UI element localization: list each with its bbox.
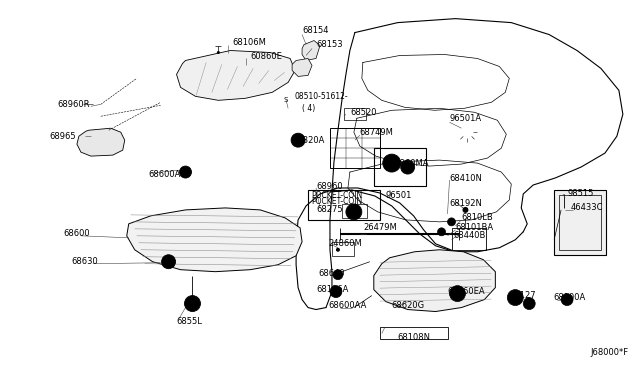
Circle shape	[401, 160, 415, 174]
Text: 60860E: 60860E	[250, 52, 282, 61]
Text: POCKET-COIN: POCKET-COIN	[311, 192, 362, 201]
Text: 68196A: 68196A	[316, 285, 348, 294]
Text: 68620G: 68620G	[392, 301, 425, 310]
Circle shape	[463, 207, 468, 213]
Circle shape	[508, 290, 524, 305]
Polygon shape	[177, 51, 295, 100]
Polygon shape	[127, 208, 302, 272]
Text: 68320A: 68320A	[292, 136, 324, 145]
Circle shape	[330, 286, 342, 298]
Bar	[344, 108, 366, 120]
Polygon shape	[302, 41, 320, 61]
Text: J68000*F: J68000*F	[591, 348, 629, 357]
Circle shape	[180, 166, 191, 178]
Bar	[342, 204, 367, 218]
Polygon shape	[292, 58, 312, 76]
Circle shape	[438, 228, 445, 236]
Text: 68275: 68275	[316, 205, 342, 214]
Text: 68960: 68960	[316, 182, 342, 190]
Text: 6855L: 6855L	[177, 317, 202, 326]
Circle shape	[184, 296, 200, 311]
Circle shape	[447, 218, 456, 226]
Text: 68630: 68630	[71, 257, 98, 266]
Bar	[374, 148, 426, 186]
Bar	[554, 190, 606, 255]
Text: 68127: 68127	[509, 291, 536, 300]
Text: 68101BA: 68101BA	[456, 223, 493, 232]
Text: 96501: 96501	[386, 192, 412, 201]
Polygon shape	[374, 250, 495, 311]
Bar	[330, 128, 380, 168]
Text: 98515: 98515	[567, 189, 593, 199]
Circle shape	[383, 154, 401, 172]
Text: POCKET-COIN: POCKET-COIN	[311, 197, 362, 206]
Text: 68749M: 68749M	[360, 128, 394, 137]
Text: 24860MA: 24860MA	[390, 158, 429, 167]
Circle shape	[291, 133, 305, 147]
Text: S: S	[283, 97, 287, 103]
Circle shape	[336, 248, 340, 252]
Circle shape	[333, 270, 343, 280]
Circle shape	[217, 51, 220, 54]
Text: 24860M: 24860M	[328, 239, 362, 248]
Text: 68192N: 68192N	[449, 199, 483, 208]
Text: 68108N: 68108N	[397, 333, 430, 342]
Bar	[451, 228, 486, 250]
Circle shape	[561, 294, 573, 305]
Text: 68640: 68640	[318, 269, 344, 278]
Text: 68410N: 68410N	[449, 173, 483, 183]
Text: ( 4): ( 4)	[302, 104, 316, 113]
Circle shape	[161, 255, 175, 269]
Text: 68154: 68154	[302, 26, 328, 35]
Bar	[380, 327, 447, 339]
Circle shape	[449, 286, 465, 302]
Circle shape	[346, 204, 362, 220]
Bar	[308, 190, 380, 220]
Text: 68600A: 68600A	[148, 170, 181, 179]
Bar	[332, 242, 354, 256]
Text: 68960R: 68960R	[57, 100, 90, 109]
Text: 68600: 68600	[63, 229, 90, 238]
Text: 68965: 68965	[49, 132, 76, 141]
Bar	[559, 195, 601, 250]
Text: 68600AA: 68600AA	[328, 301, 366, 310]
Text: 68060EA: 68060EA	[447, 287, 485, 296]
Text: 68100A: 68100A	[553, 293, 586, 302]
Polygon shape	[77, 128, 125, 156]
Text: 6810LB: 6810LB	[461, 214, 493, 222]
Text: 26479M: 26479M	[364, 223, 397, 232]
Text: 68106M: 68106M	[232, 38, 266, 47]
Circle shape	[524, 298, 535, 310]
Text: 08510-51612-: 08510-51612-	[294, 92, 348, 101]
Text: 96501A: 96501A	[449, 114, 482, 123]
Text: 46433C: 46433C	[571, 203, 604, 212]
Text: 68153: 68153	[316, 40, 342, 49]
Text: 68520: 68520	[350, 108, 376, 117]
Text: 68440B: 68440B	[454, 231, 486, 240]
